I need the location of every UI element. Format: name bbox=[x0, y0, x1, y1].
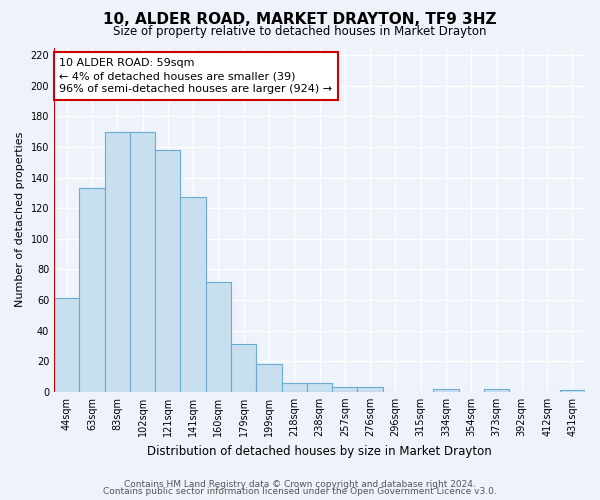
Text: Contains HM Land Registry data © Crown copyright and database right 2024.: Contains HM Land Registry data © Crown c… bbox=[124, 480, 476, 489]
Y-axis label: Number of detached properties: Number of detached properties bbox=[15, 132, 25, 308]
Bar bbox=[433, 388, 458, 392]
Bar bbox=[206, 282, 231, 392]
Bar bbox=[484, 388, 509, 392]
Bar bbox=[358, 387, 383, 392]
Bar bbox=[560, 390, 585, 392]
Bar bbox=[54, 298, 79, 392]
Bar bbox=[130, 132, 155, 392]
Bar bbox=[104, 132, 130, 392]
Bar bbox=[155, 150, 181, 392]
Text: Contains public sector information licensed under the Open Government Licence v3: Contains public sector information licen… bbox=[103, 488, 497, 496]
Bar bbox=[181, 198, 206, 392]
Bar bbox=[79, 188, 104, 392]
Bar bbox=[231, 344, 256, 392]
Bar bbox=[281, 382, 307, 392]
Bar bbox=[256, 364, 281, 392]
X-axis label: Distribution of detached houses by size in Market Drayton: Distribution of detached houses by size … bbox=[147, 444, 492, 458]
Text: 10 ALDER ROAD: 59sqm
← 4% of detached houses are smaller (39)
96% of semi-detach: 10 ALDER ROAD: 59sqm ← 4% of detached ho… bbox=[59, 58, 332, 94]
Bar bbox=[332, 387, 358, 392]
Text: Size of property relative to detached houses in Market Drayton: Size of property relative to detached ho… bbox=[113, 25, 487, 38]
Bar bbox=[307, 382, 332, 392]
Text: 10, ALDER ROAD, MARKET DRAYTON, TF9 3HZ: 10, ALDER ROAD, MARKET DRAYTON, TF9 3HZ bbox=[103, 12, 497, 28]
